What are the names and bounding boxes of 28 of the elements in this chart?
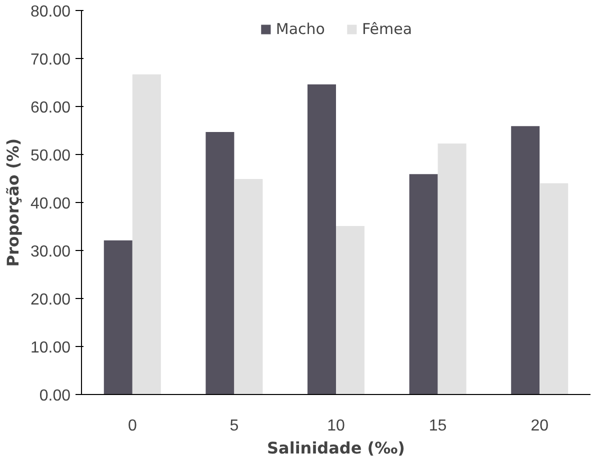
x-tick-label: 15 xyxy=(428,418,447,434)
bar xyxy=(540,183,568,394)
y-axis-title: Proporção (%) xyxy=(3,138,22,267)
y-tick-label: 20.00 xyxy=(30,292,71,308)
bar xyxy=(104,240,132,394)
legend-label: Macho xyxy=(276,20,325,38)
bar xyxy=(336,226,365,394)
x-tick-label: 10 xyxy=(327,418,345,434)
y-tick-label: 40.00 xyxy=(30,196,71,212)
y-tick-label: 80.00 xyxy=(30,4,71,20)
y-tick-label: 10.00 xyxy=(30,340,71,356)
x-tick-label: 20 xyxy=(530,418,549,434)
x-tick-label: 5 xyxy=(230,418,239,434)
bar xyxy=(206,132,234,394)
y-tick-label: 70.00 xyxy=(30,52,71,68)
legend-label: Fêmea xyxy=(362,20,412,38)
bar xyxy=(132,74,161,394)
bar xyxy=(511,126,540,394)
bar xyxy=(234,178,263,394)
x-axis-title: Salinidade (‰) xyxy=(267,438,405,458)
x-tick-label: 0 xyxy=(128,418,137,434)
bar xyxy=(409,174,438,394)
bar xyxy=(307,84,336,394)
y-tick-label: 50.00 xyxy=(30,148,71,164)
y-tick-label: 0.00 xyxy=(39,388,71,404)
y-tick-label: 30.00 xyxy=(30,244,71,260)
y-tick-label: 60.00 xyxy=(30,100,71,116)
bar xyxy=(438,143,466,394)
